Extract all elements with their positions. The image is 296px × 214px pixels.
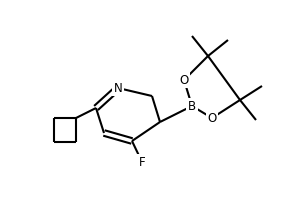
Text: F: F — [139, 156, 145, 168]
Text: B: B — [188, 100, 196, 113]
Text: N: N — [114, 82, 122, 95]
Text: O: O — [207, 111, 217, 125]
Text: O: O — [179, 73, 189, 86]
